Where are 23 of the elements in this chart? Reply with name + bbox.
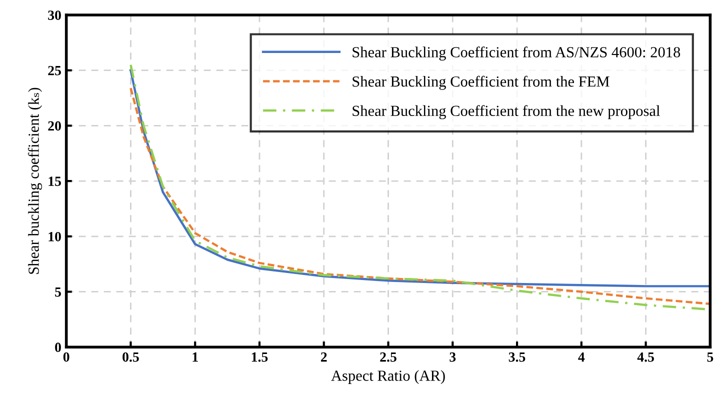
x-tick-label: 1.5 xyxy=(252,352,268,362)
y-axis-title: Shear buckling coefficient (kₛ) xyxy=(28,88,42,274)
y-tick-label: 25 xyxy=(48,66,61,76)
y-tick-label: 0 xyxy=(55,342,61,352)
x-tick-label: 4.5 xyxy=(637,352,654,362)
y-tick-label: 10 xyxy=(48,232,61,242)
x-tick-label: 0 xyxy=(63,352,70,362)
x-tick-label: 3.5 xyxy=(508,352,526,362)
y-tick-label: 30 xyxy=(48,10,61,20)
y-tick-label: 20 xyxy=(48,121,61,131)
legend-label: Shear Buckling Coefficient from the FEM xyxy=(352,76,610,90)
x-tick-label: 3 xyxy=(450,352,456,362)
x-tick-label: 4 xyxy=(578,352,585,362)
x-tick-label: 0.5 xyxy=(122,352,139,362)
x-tick-label: 2 xyxy=(320,352,327,362)
y-tick-label: 5 xyxy=(55,287,61,297)
legend-label: Shear Buckling Coefficient from the new proposal xyxy=(352,105,660,120)
legend-label: Shear Buckling Coefficient from AS/NZS 4600: 2018 xyxy=(352,46,680,61)
x-axis-title: Aspect Ratio (AR) xyxy=(331,370,445,384)
x-tick-label: 5 xyxy=(707,352,714,362)
x-tick-label: 1 xyxy=(192,352,198,362)
x-tick-label: 2.5 xyxy=(380,352,396,362)
y-tick-label: 15 xyxy=(48,176,61,186)
